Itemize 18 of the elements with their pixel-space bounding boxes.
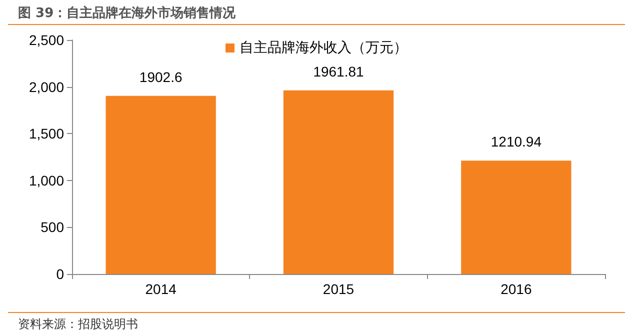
y-tick-label: 2,000 (28, 78, 64, 95)
bar (461, 160, 572, 274)
bar (283, 90, 394, 274)
y-tick-label: 500 (40, 219, 64, 236)
text: 资料来源：招股说明书 (18, 316, 138, 333)
bar (106, 96, 216, 274)
y-tick-label: 1,500 (28, 126, 64, 142)
x-tick-label: 2015 (322, 281, 354, 297)
x-tick-label: 2014 (145, 281, 177, 297)
y-tick-label: 0 (56, 266, 64, 282)
x-tick-label: 2016 (500, 281, 532, 297)
data-label: 1961.81 (313, 63, 364, 80)
chart-title: 图 39：自主品牌在海外市场销售情况 (18, 4, 236, 22)
data-label: 1902.6 (139, 68, 182, 85)
data-label: 1210.94 (490, 134, 542, 150)
y-tick-label: 1,000 (28, 172, 64, 188)
legend-label: 自主品牌海外收入（万元） (240, 40, 408, 56)
y-tick-label: 2,500 (28, 32, 64, 48)
